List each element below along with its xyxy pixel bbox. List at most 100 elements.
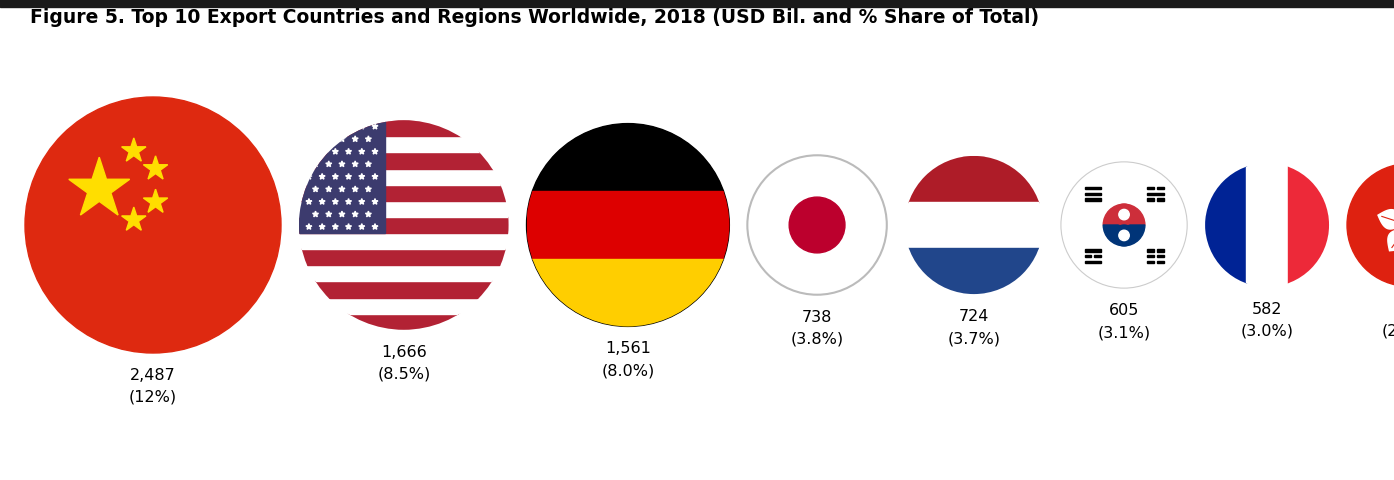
Polygon shape: [353, 211, 358, 217]
Circle shape: [1061, 162, 1188, 288]
Bar: [1085, 250, 1101, 252]
Bar: [905, 202, 1043, 248]
Circle shape: [747, 155, 887, 295]
Polygon shape: [358, 148, 365, 154]
Text: 724: 724: [959, 309, 990, 324]
Circle shape: [25, 97, 282, 353]
Bar: [1147, 198, 1154, 201]
Polygon shape: [365, 161, 371, 167]
Polygon shape: [353, 161, 358, 167]
Bar: [527, 191, 729, 259]
Polygon shape: [319, 123, 325, 129]
Polygon shape: [312, 186, 318, 192]
Polygon shape: [353, 136, 358, 142]
Bar: [1094, 255, 1101, 257]
Wedge shape: [1103, 225, 1144, 246]
Polygon shape: [319, 148, 325, 154]
Polygon shape: [319, 173, 325, 179]
Polygon shape: [326, 136, 332, 142]
Polygon shape: [144, 156, 167, 179]
Polygon shape: [358, 123, 365, 129]
Polygon shape: [365, 186, 371, 192]
Bar: [298, 217, 509, 233]
Circle shape: [1114, 204, 1135, 225]
Text: (3.1%): (3.1%): [1097, 325, 1150, 340]
Text: (3.8%): (3.8%): [790, 332, 843, 347]
Text: (3.7%): (3.7%): [948, 331, 1001, 346]
Polygon shape: [305, 173, 312, 179]
Text: 582: 582: [1252, 302, 1282, 317]
Text: 1,561: 1,561: [605, 341, 651, 357]
Bar: [298, 313, 509, 330]
Bar: [298, 136, 509, 153]
Bar: [1085, 261, 1101, 263]
Polygon shape: [332, 224, 339, 229]
Polygon shape: [121, 207, 146, 230]
Bar: [527, 123, 729, 191]
Bar: [298, 281, 509, 298]
Text: (8.5%): (8.5%): [378, 367, 431, 382]
Bar: [1147, 187, 1154, 189]
Polygon shape: [68, 157, 130, 215]
Bar: [298, 233, 509, 249]
Circle shape: [905, 156, 1043, 294]
Polygon shape: [121, 138, 146, 161]
Bar: [527, 259, 729, 326]
Text: Figure 5. Top 10 Export Countries and Regions Worldwide, 2018 (USD Bil. and % Sh: Figure 5. Top 10 Export Countries and Re…: [31, 8, 1039, 27]
Bar: [1147, 192, 1164, 195]
Polygon shape: [346, 148, 351, 154]
Text: 605: 605: [1108, 303, 1139, 318]
Polygon shape: [372, 123, 378, 129]
Polygon shape: [319, 224, 325, 229]
Polygon shape: [346, 123, 351, 129]
Polygon shape: [144, 189, 167, 212]
Polygon shape: [353, 186, 358, 192]
Polygon shape: [346, 224, 351, 229]
Bar: [1246, 163, 1288, 287]
Bar: [298, 185, 509, 201]
Bar: [1147, 250, 1154, 252]
Polygon shape: [372, 148, 378, 154]
Bar: [1206, 163, 1246, 287]
Polygon shape: [358, 173, 365, 179]
Polygon shape: [346, 173, 351, 179]
Polygon shape: [319, 199, 325, 204]
Text: (2.9%): (2.9%): [1381, 323, 1394, 338]
Text: (8.0%): (8.0%): [601, 363, 655, 378]
Bar: [1157, 261, 1164, 263]
Circle shape: [1206, 163, 1328, 287]
Bar: [1157, 255, 1164, 257]
Text: 738: 738: [802, 310, 832, 325]
Bar: [0, 0, 1394, 7]
Polygon shape: [312, 211, 318, 217]
Circle shape: [1119, 209, 1129, 220]
Circle shape: [527, 123, 729, 326]
Polygon shape: [358, 199, 365, 204]
Bar: [298, 153, 509, 168]
Polygon shape: [372, 199, 378, 204]
Bar: [298, 265, 509, 281]
Bar: [298, 168, 509, 185]
Circle shape: [1114, 225, 1135, 246]
Polygon shape: [332, 173, 339, 179]
Bar: [905, 156, 1043, 202]
Text: (3.0%): (3.0%): [1241, 324, 1294, 339]
Bar: [298, 249, 509, 265]
Polygon shape: [358, 224, 365, 229]
Polygon shape: [339, 186, 344, 192]
Bar: [1157, 187, 1164, 189]
Bar: [1288, 163, 1328, 287]
Polygon shape: [332, 148, 339, 154]
Wedge shape: [1103, 204, 1144, 225]
Text: (12%): (12%): [128, 390, 177, 405]
Circle shape: [298, 120, 509, 330]
Bar: [1085, 192, 1101, 195]
Polygon shape: [339, 136, 344, 142]
Polygon shape: [312, 161, 318, 167]
Polygon shape: [326, 186, 332, 192]
Bar: [298, 298, 509, 313]
Bar: [1085, 187, 1101, 189]
Polygon shape: [339, 211, 344, 217]
Polygon shape: [332, 123, 339, 129]
Bar: [1085, 198, 1101, 201]
